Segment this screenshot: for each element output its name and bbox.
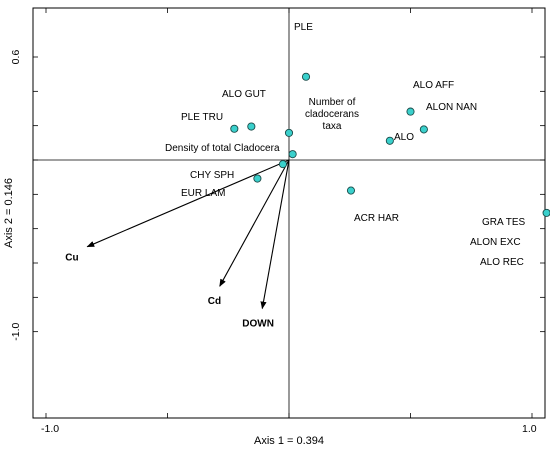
point-label: ALO AFF [413,80,454,91]
point-label: PLE TRU [181,112,223,123]
point-label: taxa [323,121,342,132]
point-label: ALO [394,132,414,143]
species-point [253,174,262,183]
x-axis-title: Axis 1 = 0.394 [254,435,324,447]
point-label: PLE [294,22,313,33]
species-point [247,122,256,131]
species-point [385,136,394,145]
y-tick-label: 0.6 [10,50,22,65]
x-tick-label: -1.0 [41,423,59,435]
species-point [419,125,428,134]
vector-arrow-cd [219,159,290,287]
point-label: ACR HAR [354,213,399,224]
point-label: ALON NAN [426,102,477,113]
species-point [301,72,311,81]
y-axis-title: Axis 2 = 0.146 [3,178,15,248]
point-label: ALO REC [480,257,524,268]
vector-label-cd: Cd [208,296,221,307]
vector-label-cu: Cu [65,253,78,264]
point-label: cladocerans [305,109,359,120]
species-point [542,208,550,217]
point-label: Density of total Cladocera [165,143,280,154]
point-label: ALO GUT [222,89,266,100]
y-tick-label: -1.0 [10,322,22,340]
species-point [406,107,415,116]
species-point [284,128,294,137]
point-label: CHY SPH [190,170,234,181]
species-point [288,150,297,159]
species-point [346,186,356,195]
species-point [230,124,239,133]
point-label: Number of [309,97,356,108]
vector-arrow-cu [86,159,290,248]
point-label: ALON EXC [470,237,521,248]
vector-arrow-down [260,159,290,310]
point-label: EUR LAM [181,188,225,199]
point-label: GRA TES [482,217,525,228]
vector-label-down: DOWN [242,318,274,329]
species-point [278,160,287,169]
x-tick-label: 1.0 [522,423,537,435]
